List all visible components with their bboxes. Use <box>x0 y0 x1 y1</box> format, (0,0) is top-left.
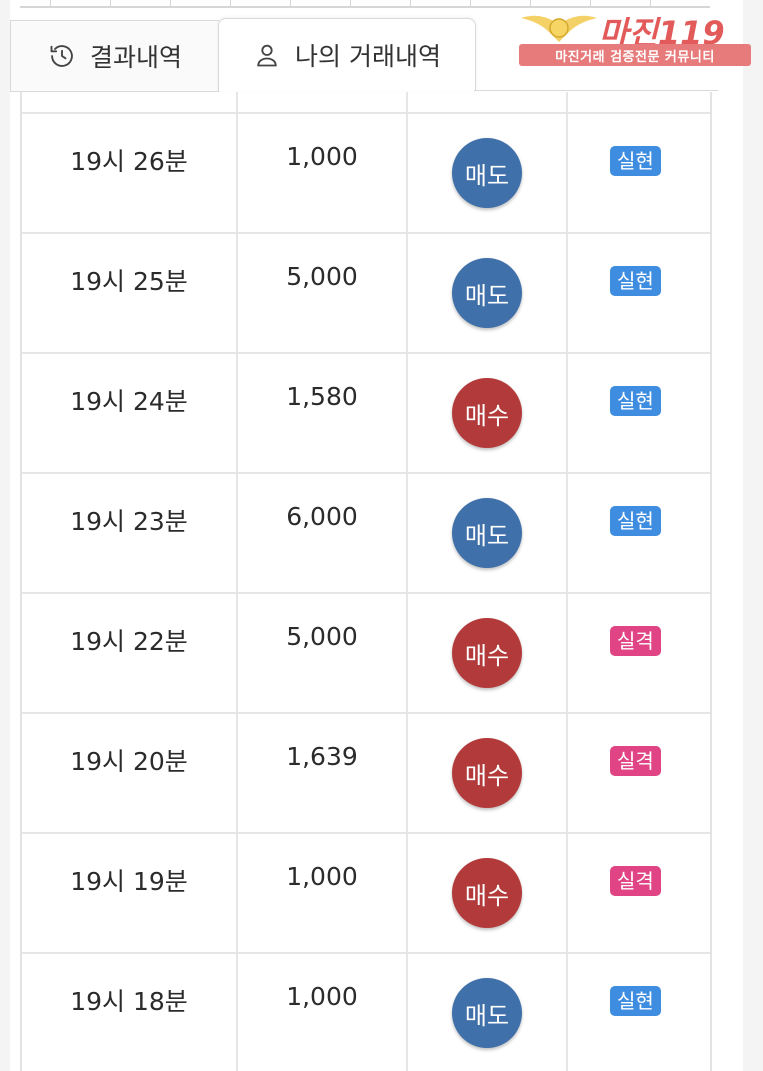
page-gutter-left <box>0 0 10 1071</box>
trade-time: 19시 26분 <box>70 147 188 176</box>
column-divider <box>236 92 238 1071</box>
trade-result-cell: 실현 <box>568 114 710 234</box>
table-row: 19시 19분 1,000 매수 실격 <box>22 832 710 954</box>
trade-result-cell: 실격 <box>568 594 710 714</box>
trade-time: 19시 24분 <box>70 387 188 416</box>
trade-result-cell: 실격 <box>568 714 710 834</box>
trade-side-cell: 매수 <box>408 834 566 954</box>
column-divider <box>406 92 408 1071</box>
table-row: 19시 20분 1,639 매수 실격 <box>22 712 710 834</box>
logo-subtitle: 마진거래 검증전문 커뮤니티 <box>519 44 751 66</box>
tab-results[interactable]: 결과내역 <box>10 20 219 92</box>
eagle-emblem-icon <box>521 15 597 42</box>
result-badge: 실격 <box>610 746 661 776</box>
trade-side-cell: 매도 <box>408 474 566 594</box>
tab-my-trades-label: 나의 거래내역 <box>295 42 441 71</box>
buy-badge: 매수 <box>452 858 522 928</box>
tab-my-trades[interactable]: 나의 거래내역 <box>218 18 476 91</box>
page-gutter-right <box>743 0 763 1071</box>
sell-badge: 매도 <box>452 498 522 568</box>
trade-amount: 1,000 <box>286 982 358 1011</box>
trade-amount: 5,000 <box>286 622 358 651</box>
trade-side-cell: 매도 <box>408 114 566 234</box>
buy-badge: 매수 <box>452 378 522 448</box>
trade-side-cell: 매도 <box>408 954 566 1071</box>
result-badge: 실현 <box>610 386 661 416</box>
table-row: 19시 22분 5,000 매수 실격 <box>22 592 710 714</box>
trade-amount: 6,000 <box>286 502 358 531</box>
sell-badge: 매도 <box>452 978 522 1048</box>
result-badge: 실격 <box>610 626 661 656</box>
result-badge: 실현 <box>610 506 661 536</box>
trade-amount: 5,000 <box>286 262 358 291</box>
trade-side-cell: 매수 <box>408 594 566 714</box>
sell-badge: 매도 <box>452 138 522 208</box>
trade-amount: 1,000 <box>286 862 358 891</box>
trade-time: 19시 20분 <box>70 747 188 776</box>
table-row: 19시 26분 1,000 매도 실현 <box>22 112 710 234</box>
history-icon <box>48 42 76 70</box>
trade-amount: 1,580 <box>286 382 358 411</box>
trade-side-cell: 매도 <box>408 234 566 354</box>
trade-side-cell: 매수 <box>408 714 566 834</box>
trade-time: 19시 18분 <box>70 987 188 1016</box>
result-badge: 실현 <box>610 266 661 296</box>
sell-badge: 매도 <box>452 258 522 328</box>
result-badge: 실격 <box>610 866 661 896</box>
trade-result-cell: 실격 <box>568 834 710 954</box>
trade-result-cell: 실현 <box>568 474 710 594</box>
table-row: 19시 24분 1,580 매수 실현 <box>22 352 710 474</box>
result-badge: 실현 <box>610 986 661 1016</box>
trade-time: 19시 25분 <box>70 267 188 296</box>
trade-result-cell: 실현 <box>568 354 710 474</box>
trade-side-cell: 매수 <box>408 354 566 474</box>
trade-result-cell: 실현 <box>568 954 710 1071</box>
column-divider <box>566 92 568 1071</box>
site-logo[interactable]: 마진119 마진거래 검증전문 커뮤니티 <box>519 8 753 66</box>
previous-table-bottom <box>20 0 710 8</box>
tab-bar: 결과내역 나의 거래내역 <box>10 18 718 92</box>
buy-badge: 매수 <box>452 738 522 808</box>
tab-results-label: 결과내역 <box>89 43 182 72</box>
table-row: 19시 18분 1,000 매도 실현 <box>22 952 710 1071</box>
my-trades-table: 19시 26분 1,000 매도 실현 19시 25분 5,000 매도 실현 19시 24분 1… <box>20 92 712 1071</box>
trade-amount: 1,639 <box>286 742 358 771</box>
trade-time: 19시 22분 <box>70 627 188 656</box>
trade-amount: 1,000 <box>286 142 358 171</box>
tab-baseline <box>474 90 718 91</box>
user-icon <box>253 41 281 69</box>
table-row: 19시 23분 6,000 매도 실현 <box>22 472 710 594</box>
trade-result-cell: 실현 <box>568 234 710 354</box>
result-badge: 실현 <box>610 146 661 176</box>
buy-badge: 매수 <box>452 618 522 688</box>
trade-time: 19시 19분 <box>70 867 188 896</box>
table-row: 19시 25분 5,000 매도 실현 <box>22 232 710 354</box>
trade-time: 19시 23분 <box>70 507 188 536</box>
